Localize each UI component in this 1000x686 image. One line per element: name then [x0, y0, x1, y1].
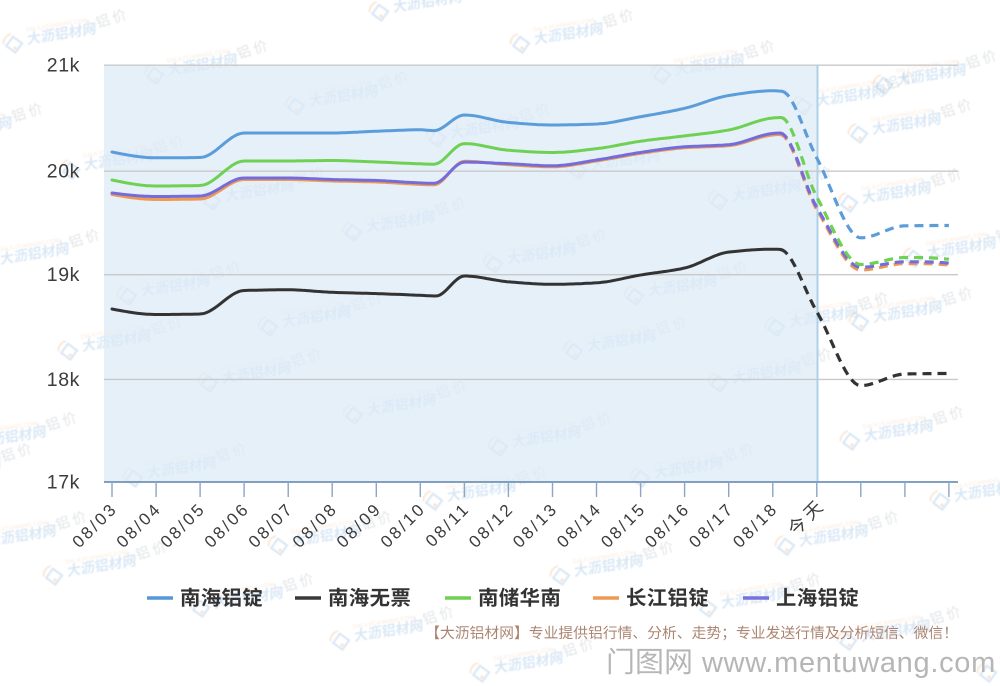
svg-text:21k: 21k	[47, 55, 80, 77]
svg-text:20k: 20k	[47, 161, 80, 183]
svg-text:www.mentuwang.com: www.mentuwang.com	[701, 647, 996, 679]
svg-text:18k: 18k	[47, 369, 80, 391]
svg-text:19k: 19k	[47, 264, 80, 286]
svg-text:17k: 17k	[47, 471, 80, 493]
